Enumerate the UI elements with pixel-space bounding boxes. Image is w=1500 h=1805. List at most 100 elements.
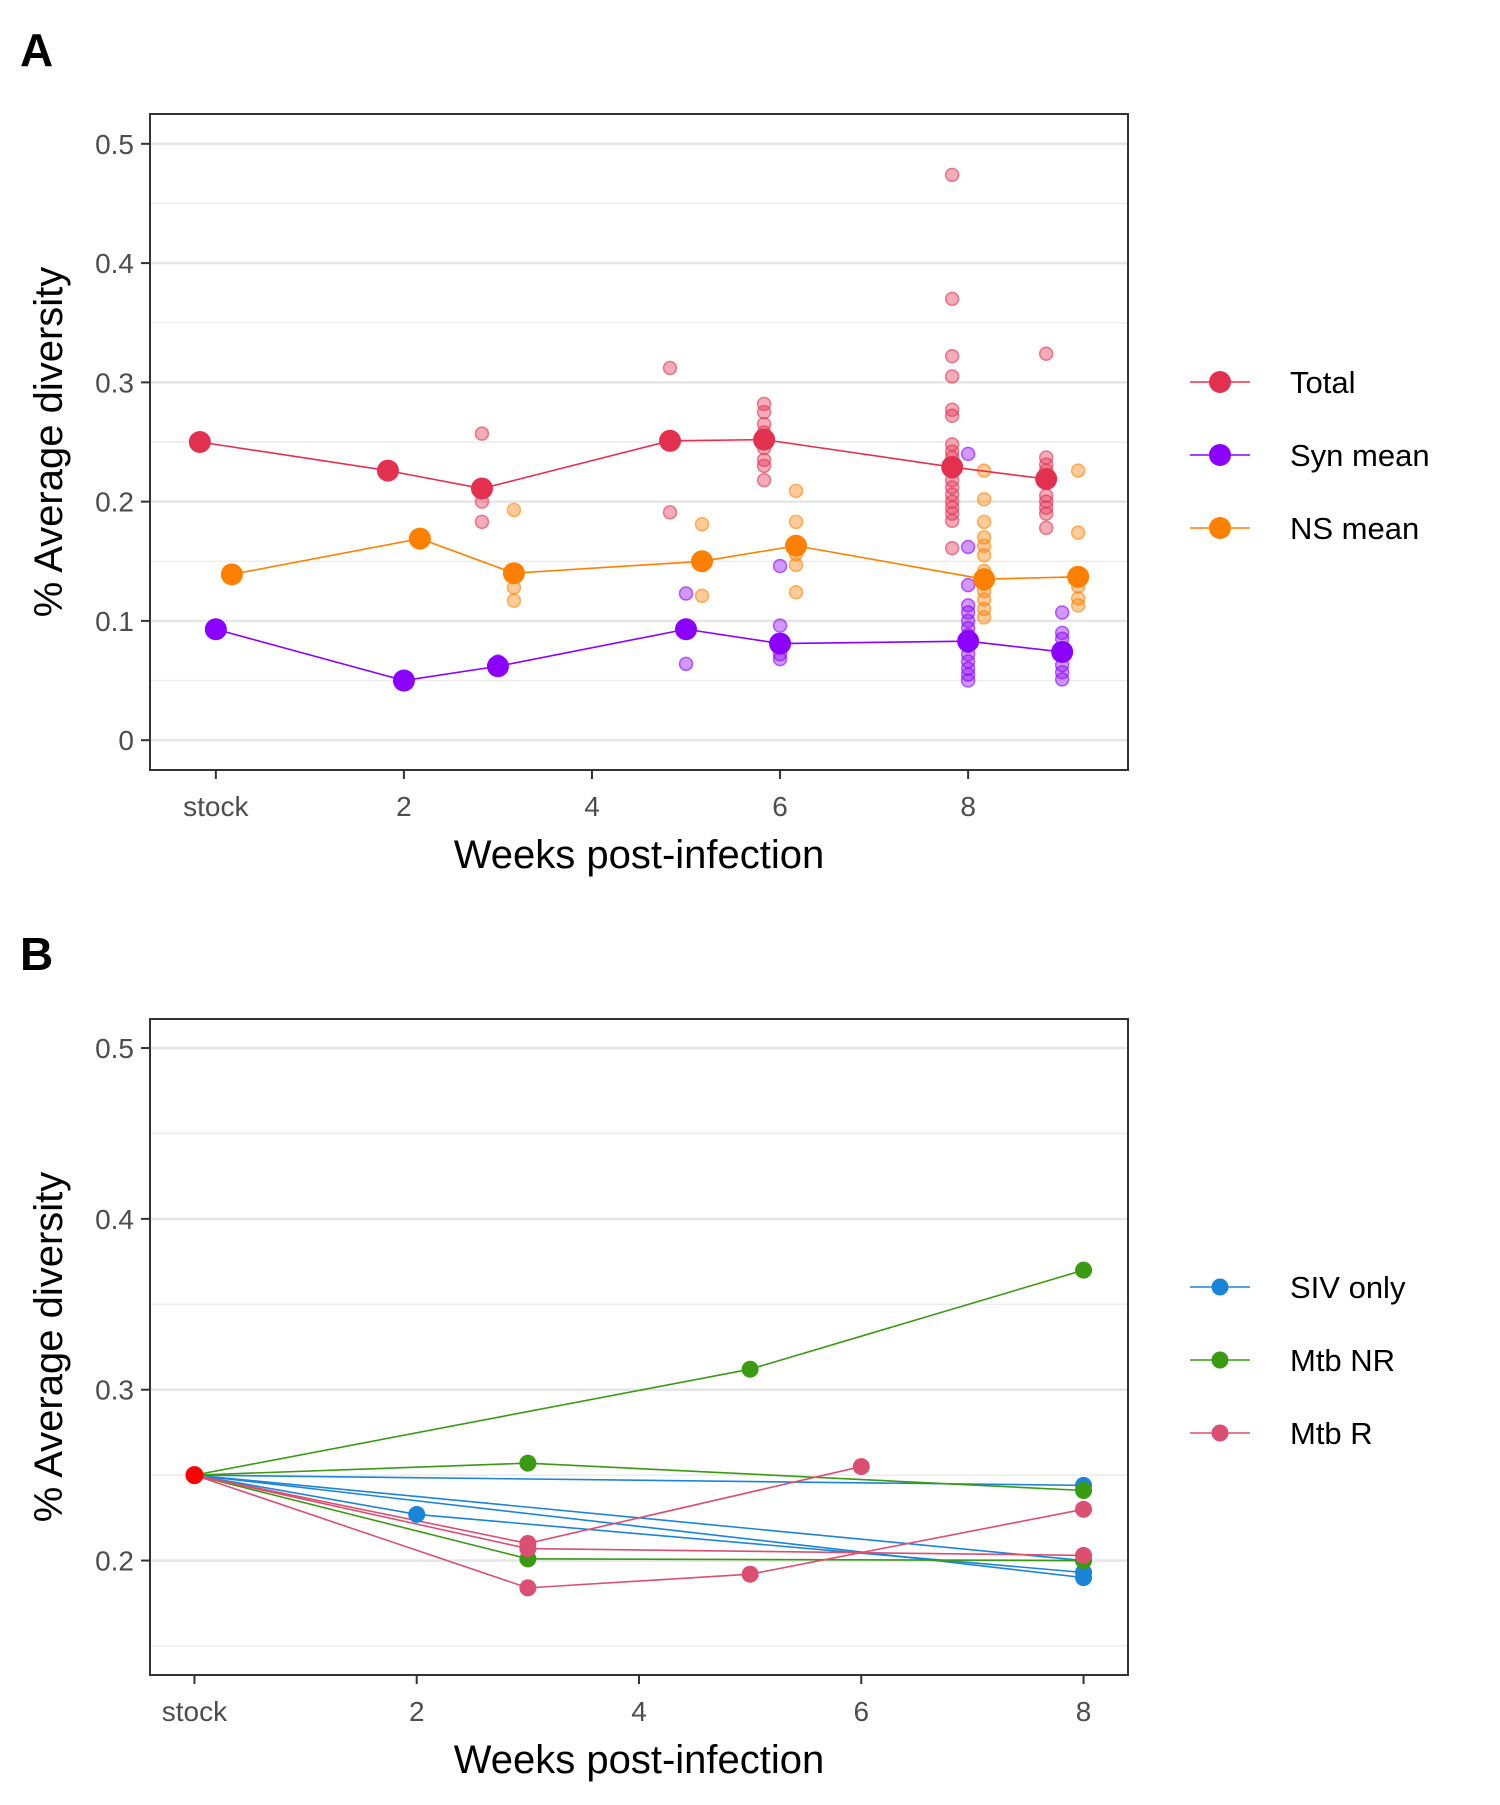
mean-point-0-1 [376,459,399,482]
point-0-30 [944,513,960,528]
mean-point-2-4 [785,534,808,557]
point-2-1-2 [1075,1500,1093,1518]
point-2-23 [1070,525,1086,540]
x-axis-title: Weeks post-infection [454,833,825,877]
point-0-39 [1038,506,1054,521]
y-tick-label: 0.2 [95,1546,134,1577]
panel-a-label: A [20,24,53,76]
x-tick-label: 4 [584,791,600,822]
point-0-12 [756,472,772,488]
x-axis-title: Weeks post-infection [454,1738,825,1782]
mean-point-2-6 [1067,565,1090,588]
x-tick-label: 2 [409,1696,425,1727]
point-2-0-1 [852,1458,870,1476]
mean-point-2-1 [408,527,431,550]
point-2-11 [976,492,992,507]
point-2-9 [788,585,804,600]
point-2-1-1 [741,1565,759,1583]
mean-point-1-3 [675,618,698,641]
point-2-26 [1070,598,1086,613]
point-1-3 [678,656,694,672]
point-1-10 [960,577,976,593]
y-tick-label: 0.5 [95,1033,134,1064]
x-tick-label: 4 [631,1696,647,1727]
y-axis-title: % Average diversity [27,1172,71,1523]
point-0-0 [474,426,490,441]
point-0-1-0 [408,1505,426,1523]
y-tick-label: 0.2 [95,487,134,518]
legend-label: Mtb R [1290,1416,1373,1451]
point-1-8 [960,446,976,462]
x-tick-label: 6 [772,791,788,822]
legend-key-point-2 [1209,517,1231,539]
y-tick-label: 0.3 [95,367,134,398]
point-1-27 [1054,672,1070,687]
y-axis-title: % Average diversity [27,267,71,618]
legend-label: SIV only [1290,1270,1406,1305]
legend-key-point-1 [1211,1351,1229,1369]
mean-point-2-2 [502,562,525,585]
x-tick-label: 8 [960,791,976,822]
point-2-21 [976,610,992,625]
plot-frame [149,113,1129,771]
point-2-5 [788,483,804,499]
point-2-2 [506,593,522,608]
point-1-22 [1054,605,1070,620]
point-2-6 [788,514,804,530]
mean-point-0-6 [1035,467,1058,490]
point-2-8 [788,557,804,573]
point-0-40 [1038,520,1054,536]
chart-b: 0.2 0.3 0.4 0.5 stock 2 4 6 8 Weeks post-infectio… [27,1018,1406,1782]
x-tick-label: stock [162,1696,228,1727]
x-tick-label: 8 [1076,1696,1092,1727]
y-tick-label: 0 [118,725,134,756]
legend-key-point-0 [1211,1278,1229,1296]
point-2-0 [506,502,522,518]
panel-b-label: B [20,928,53,980]
mean-point-1-6 [1051,640,1074,663]
point-1-5 [772,618,788,633]
point-1-1-1 [1075,1482,1093,1499]
point-2-4 [694,588,710,604]
point-2-2-0 [519,1540,537,1558]
stock-point [185,1466,204,1485]
point-1-1-0 [519,1454,537,1472]
legend-label: Syn mean [1290,438,1430,473]
chart-a: 0 0.1 0.2 0.3 0.4 0.5 stock 2 4 6 8 Weeks post-infe… [27,113,1430,877]
point-0-11 [756,458,772,474]
point-2-12 [976,514,992,530]
series-line-2-1 [194,1474,1084,1589]
x-tick-label: 6 [853,1696,869,1727]
point-2-2-1 [1075,1546,1093,1564]
point-0-13 [944,167,960,183]
point-2-22 [1070,463,1086,478]
legend-key-point-0 [1209,371,1231,393]
x-tick-label: 2 [396,791,412,822]
mean-point-2-3 [691,550,714,573]
point-0-31 [944,540,960,556]
mean-point-2-0 [220,563,243,586]
point-0-32 [1038,346,1054,361]
mean-point-1-4 [769,632,792,655]
mean-point-1-0 [204,618,227,641]
point-0-16 [944,369,960,384]
point-2-15 [976,548,992,563]
plot-frame [149,1018,1129,1676]
point-0-14 [944,291,960,307]
point-0-18 [944,408,960,424]
y-tick-label: 0.5 [95,129,134,160]
x-tick-label: stock [183,791,249,822]
legend-label: Total [1290,365,1355,400]
y-tick-label: 0.4 [95,1204,134,1235]
y-tick-label: 0.3 [95,1375,134,1406]
point-1-21 [960,673,976,688]
legend-label: NS mean [1290,511,1419,546]
point-1-9 [960,539,976,555]
point-1-2 [678,586,694,601]
point-0-3 [662,360,678,376]
mean-point-0-3 [659,429,682,452]
legend-key-point-2 [1211,1424,1229,1442]
point-0-15 [944,348,960,364]
mean-point-0-5 [941,456,964,479]
